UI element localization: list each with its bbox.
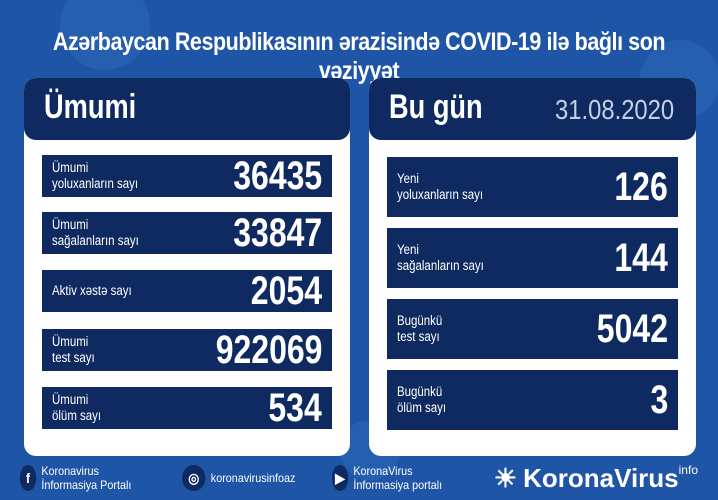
stat-value: 144 [614,235,668,280]
stat-label: Ümumi sağalanların sayı [52,217,139,248]
stat-value: 5042 [596,306,668,351]
stat-value: 36435 [233,153,322,198]
sun-virus-icon: ☀ [493,462,518,493]
virus-decoration [60,0,150,70]
instagram-link[interactable]: ◎ koronavirusinfoaz [181,465,296,491]
stat-label: Ümumi test sayı [52,334,95,365]
stat-label: Bugünkü test sayı [397,313,443,344]
facebook-link[interactable]: f Koronavirus İnformasiya Portalı [20,464,144,492]
logo-text: KoronaVirus [523,462,679,493]
stat-row: Ümumi ölüm sayı 534 [42,385,332,430]
stat-row: Yeni yoluxanların sayı 126 [387,157,678,217]
instagram-icon: ◎ [181,465,206,491]
total-heading: Ümumi [44,88,137,126]
stat-row: Bugünkü ölüm sayı 3 [387,370,678,430]
stat-value: 126 [614,164,668,209]
footer: f Koronavirus İnformasiya Portalı ◎ korona… [20,460,698,496]
stat-value: 534 [268,385,322,430]
youtube-icon: ▶ [331,465,348,491]
stat-row: Aktiv xəstə sayı 2054 [42,268,332,313]
stat-value: 922069 [215,327,322,372]
page-title: Azərbaycan Respublikasının ərazisində CO… [52,28,666,85]
total-panel: Ümumi Ümumi yoluxanların sayı 36435 Ümumi… [24,78,350,456]
stat-label: Ümumi yoluxanların sayı [52,160,139,191]
youtube-label: KoronaVirus İnformasiya portalı [353,464,442,492]
today-panel: Bu gün 31.08.2020 Yeni yoluxanların sayı 1… [369,78,696,456]
stat-value: 33847 [233,210,322,255]
stat-label: Bugünkü ölüm sayı [397,384,447,415]
stat-label: Ümumi ölüm sayı [52,392,102,423]
today-header: Bu gün 31.08.2020 [369,78,696,140]
stat-value: 3 [650,377,668,422]
instagram-label: koronavirusinfoaz [210,471,296,485]
today-heading: Bu gün [389,88,483,126]
total-header: Ümumi [24,78,350,140]
stat-value: 2054 [250,268,322,313]
youtube-link[interactable]: ▶ KoronaVirus İnformasiya portalı [331,464,456,492]
stat-label: Yeni yoluxanların sayı [397,171,484,202]
facebook-icon: f [20,465,36,491]
stat-row: Ümumi test sayı 922069 [42,327,332,372]
stat-label: Aktiv xəstə sayı [52,283,132,298]
facebook-label: Koronavirus İnformasiya Portalı [41,464,132,492]
koronavirus-logo: ☀ KoronaVirus info [494,463,698,494]
stat-row: Ümumi sağalanların sayı 33847 [42,210,332,255]
stat-row: Ümumi yoluxanların sayı 36435 [42,153,332,198]
stat-label: Yeni sağalanların sayı [397,242,484,273]
stat-row: Bugünkü test sayı 5042 [387,299,678,359]
logo-sup: info [678,462,698,477]
date: 31.08.2020 [554,94,674,125]
stat-row: Yeni sağalanların sayı 144 [387,228,678,288]
